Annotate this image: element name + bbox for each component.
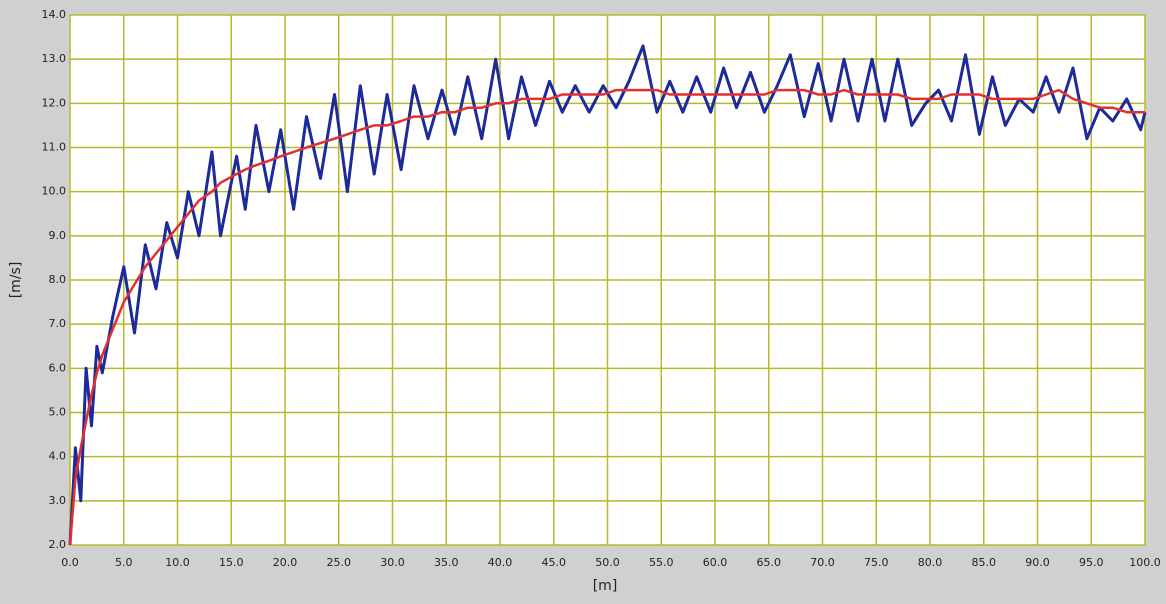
x-tick-label: 45.0 bbox=[542, 556, 567, 569]
x-tick-label: 85.0 bbox=[972, 556, 997, 569]
x-tick-label: 65.0 bbox=[757, 556, 782, 569]
x-tick-label: 60.0 bbox=[703, 556, 728, 569]
data-line bbox=[68, 88, 1145, 546]
y-tick-label: 11.0 bbox=[42, 141, 67, 154]
x-tick-label: 40.0 bbox=[488, 556, 513, 569]
x-tick-label: 15.0 bbox=[219, 556, 244, 569]
x-tick-label: 70.0 bbox=[810, 556, 835, 569]
y-tick-label: 14.0 bbox=[42, 8, 67, 21]
x-tick-label: 80.0 bbox=[918, 556, 943, 569]
x-tick-label: 20.0 bbox=[273, 556, 298, 569]
y-tick-label: 13.0 bbox=[42, 52, 67, 65]
x-tick-label: 35.0 bbox=[434, 556, 459, 569]
x-tick-label: 50.0 bbox=[595, 556, 620, 569]
y-tick-label: 5.0 bbox=[49, 406, 67, 419]
x-tick-label: 95.0 bbox=[1079, 556, 1104, 569]
y-tick-label: 3.0 bbox=[49, 494, 67, 507]
x-tick-label: 10.0 bbox=[165, 556, 190, 569]
x-tick-label: 25.0 bbox=[327, 556, 352, 569]
x-tick-label: 100.0 bbox=[1129, 556, 1161, 569]
y-tick-label: 12.0 bbox=[42, 96, 67, 109]
y-axis-title: [m/s] bbox=[8, 262, 24, 299]
y-tick-label: 7.0 bbox=[49, 317, 67, 330]
x-tick-label: 75.0 bbox=[864, 556, 889, 569]
y-tick-label: 10.0 bbox=[42, 185, 67, 198]
x-tick-label: 5.0 bbox=[115, 556, 133, 569]
x-tick-label: 0.0 bbox=[61, 556, 79, 569]
y-tick-label: 9.0 bbox=[49, 229, 67, 242]
data-line bbox=[68, 44, 1147, 546]
x-axis-title: [m] bbox=[593, 578, 618, 594]
x-tick-label: 90.0 bbox=[1025, 556, 1050, 569]
y-tick-label: 2.0 bbox=[49, 538, 67, 551]
y-tick-label: 4.0 bbox=[49, 450, 67, 463]
x-tick-label: 55.0 bbox=[649, 556, 674, 569]
x-tick-label: 30.0 bbox=[380, 556, 405, 569]
y-tick-label: 6.0 bbox=[49, 361, 67, 374]
y-tick-label: 8.0 bbox=[49, 273, 67, 286]
